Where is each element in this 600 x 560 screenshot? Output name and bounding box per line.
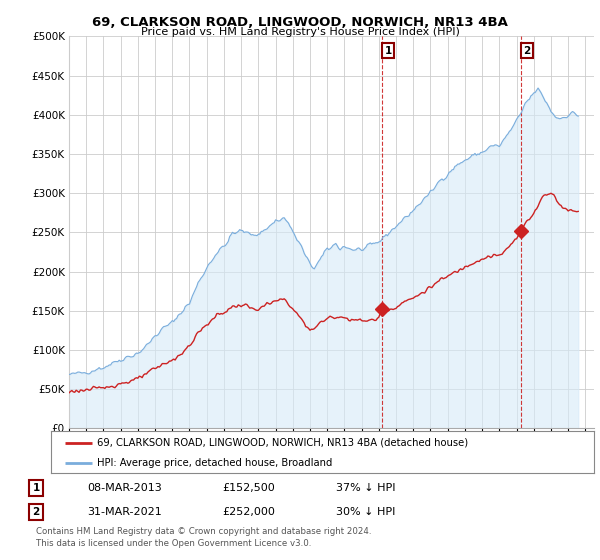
Text: 1: 1: [385, 46, 392, 56]
Text: 1: 1: [32, 483, 40, 493]
Text: 31-MAR-2021: 31-MAR-2021: [87, 507, 162, 517]
Text: Price paid vs. HM Land Registry's House Price Index (HPI): Price paid vs. HM Land Registry's House …: [140, 27, 460, 37]
Text: 08-MAR-2013: 08-MAR-2013: [87, 483, 162, 493]
Text: 30% ↓ HPI: 30% ↓ HPI: [336, 507, 395, 517]
Text: 37% ↓ HPI: 37% ↓ HPI: [336, 483, 395, 493]
Text: 2: 2: [32, 507, 40, 517]
Text: 2: 2: [523, 46, 530, 56]
Text: £252,000: £252,000: [222, 507, 275, 517]
Text: 69, CLARKSON ROAD, LINGWOOD, NORWICH, NR13 4BA (detached house): 69, CLARKSON ROAD, LINGWOOD, NORWICH, NR…: [97, 438, 468, 448]
Text: Contains HM Land Registry data © Crown copyright and database right 2024.: Contains HM Land Registry data © Crown c…: [36, 528, 371, 536]
Text: HPI: Average price, detached house, Broadland: HPI: Average price, detached house, Broa…: [97, 458, 332, 468]
Text: 69, CLARKSON ROAD, LINGWOOD, NORWICH, NR13 4BA: 69, CLARKSON ROAD, LINGWOOD, NORWICH, NR…: [92, 16, 508, 29]
Text: This data is licensed under the Open Government Licence v3.0.: This data is licensed under the Open Gov…: [36, 539, 311, 548]
Text: £152,500: £152,500: [222, 483, 275, 493]
